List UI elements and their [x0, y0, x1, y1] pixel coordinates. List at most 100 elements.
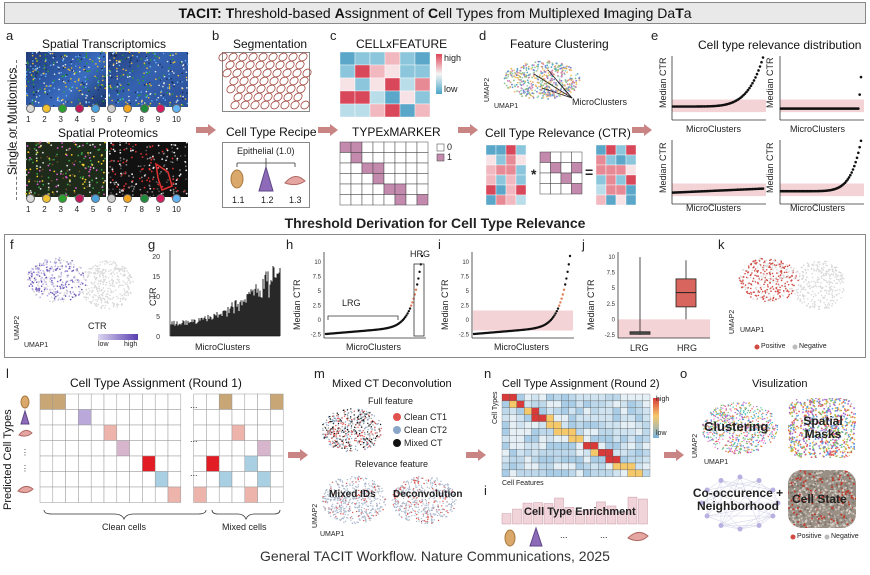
protein-dot	[122, 172, 125, 175]
umap-point	[66, 270, 68, 272]
umap-point	[376, 423, 378, 426]
umap-point	[122, 274, 125, 276]
umap-point	[36, 264, 39, 267]
protein-dot	[81, 177, 84, 180]
assignment-cell	[65, 409, 79, 426]
umap-point	[548, 94, 551, 97]
umap-point	[793, 277, 796, 280]
umap-point	[110, 291, 113, 294]
segmented-cell	[293, 92, 303, 102]
protein-dot	[119, 157, 122, 159]
umap-point	[766, 284, 769, 286]
transcript-dot	[65, 85, 67, 88]
umap-point	[350, 444, 353, 447]
protein-dot	[145, 153, 148, 156]
transcript-dot	[168, 73, 170, 76]
transcript-dot	[181, 87, 183, 89]
umap-point	[382, 508, 384, 511]
umap-point	[66, 276, 68, 279]
transcript-dot	[186, 92, 188, 94]
umap-point	[817, 269, 820, 271]
umap-point	[443, 486, 445, 488]
umap-point	[774, 265, 776, 267]
transcript-dot	[74, 80, 76, 83]
umap-point	[828, 290, 830, 292]
umap-point	[540, 70, 542, 73]
umap-point	[513, 90, 516, 93]
umap-point	[66, 261, 69, 263]
transcript-dot	[34, 68, 37, 70]
umap-point	[547, 60, 550, 63]
umap-point	[513, 79, 515, 82]
marker-cell	[405, 194, 418, 206]
heat-cell	[595, 174, 607, 186]
umap-point	[825, 260, 828, 263]
umap-point	[344, 410, 346, 413]
segmented-cell	[225, 60, 235, 70]
umap-point	[344, 501, 346, 503]
umap-point	[788, 270, 790, 273]
umap-point	[56, 285, 59, 287]
heat-cell	[515, 154, 527, 166]
transcript-dot	[78, 78, 80, 80]
umap-point	[360, 513, 362, 516]
ytick: 7.5	[461, 275, 470, 281]
umap-point	[524, 62, 527, 65]
umap-point	[369, 498, 371, 500]
umap-point	[503, 77, 506, 80]
umap-point	[370, 440, 373, 443]
umap-point	[352, 423, 354, 425]
umap-point	[356, 502, 358, 505]
protein-dot	[109, 181, 112, 184]
protein-dot	[52, 158, 55, 161]
transcriptomics-legend: 1 2 3 4 5 6 7 8 9 10	[26, 104, 188, 124]
umap-point	[376, 432, 378, 434]
protein-dot	[27, 171, 30, 174]
umap-point	[358, 480, 360, 483]
m-full-umap	[322, 408, 382, 453]
transcript-dot	[31, 52, 34, 54]
protein-dot	[36, 165, 38, 167]
umap-point	[28, 275, 30, 278]
umap-point	[786, 281, 789, 283]
heat-cell	[354, 103, 371, 118]
umap-point	[831, 289, 834, 291]
umap-point	[89, 300, 91, 303]
heat-cell	[605, 154, 617, 166]
umap-point	[376, 512, 378, 514]
umap-point	[361, 409, 363, 411]
protein-dot	[38, 146, 40, 149]
transcript-dot	[95, 77, 98, 79]
transcript-dot	[109, 69, 112, 72]
umap-point	[334, 491, 336, 493]
umap-point	[99, 273, 102, 275]
umap-point	[354, 445, 357, 448]
umap-point	[772, 268, 774, 271]
umap-point	[570, 74, 572, 77]
transcript-dot	[43, 82, 45, 84]
i-xlabel: MicroClusters	[494, 342, 550, 352]
ytick: 0	[466, 318, 470, 324]
panel-letter-m: m	[314, 366, 325, 381]
umap-point	[821, 271, 823, 274]
umap-point	[808, 284, 811, 287]
legend-item-4: 4	[74, 104, 87, 124]
umap-point	[777, 298, 780, 300]
umap-point	[347, 424, 350, 427]
umap-point	[52, 290, 55, 292]
cellxfeature-heatmap	[339, 51, 431, 118]
segmented-cell	[252, 68, 262, 78]
umap-point	[346, 447, 348, 450]
protein-dot	[26, 184, 28, 187]
binary-legend	[436, 143, 445, 162]
heat-cell	[625, 154, 637, 166]
umap-point	[51, 292, 54, 294]
protein-dot	[112, 170, 114, 173]
umap-point	[452, 490, 455, 493]
umap-point	[354, 506, 357, 509]
umap-point	[787, 274, 789, 277]
transcript-dot	[115, 62, 118, 65]
transcript-dot	[52, 104, 55, 107]
umap-point	[111, 275, 114, 278]
umap-point	[550, 66, 553, 68]
